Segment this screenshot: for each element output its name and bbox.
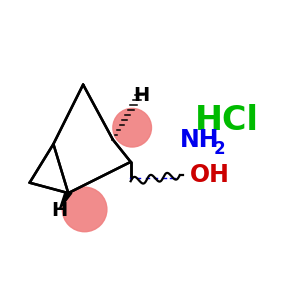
Text: NH: NH <box>180 128 219 152</box>
Circle shape <box>62 187 107 232</box>
Text: OH: OH <box>190 163 230 187</box>
Polygon shape <box>59 193 72 209</box>
Text: H: H <box>133 85 149 104</box>
Text: HCl: HCl <box>195 104 259 137</box>
Text: 2: 2 <box>214 140 226 158</box>
Circle shape <box>113 108 152 147</box>
Text: H: H <box>51 201 68 220</box>
